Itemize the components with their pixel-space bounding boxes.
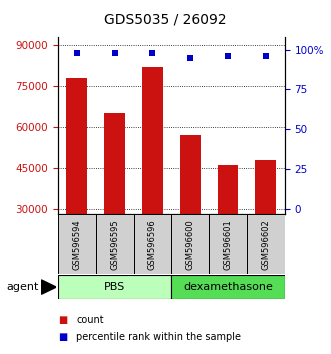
Text: PBS: PBS [104, 282, 125, 292]
Bar [171, 214, 209, 274]
Bar [256, 160, 276, 290]
Bar [217, 165, 238, 290]
Text: agent: agent [7, 282, 39, 292]
Text: percentile rank within the sample: percentile rank within the sample [76, 332, 241, 342]
Bar [247, 214, 285, 274]
Text: ■: ■ [58, 315, 67, 325]
Text: GDS5035 / 26092: GDS5035 / 26092 [104, 12, 227, 27]
Polygon shape [41, 280, 56, 294]
Bar [133, 214, 171, 274]
Text: GSM596596: GSM596596 [148, 219, 157, 270]
Text: count: count [76, 315, 104, 325]
Text: GSM596595: GSM596595 [110, 219, 119, 270]
Text: GSM596600: GSM596600 [186, 219, 195, 270]
Bar [58, 275, 171, 299]
Bar [209, 214, 247, 274]
Bar [104, 113, 125, 290]
Bar [67, 78, 87, 290]
Text: GSM596594: GSM596594 [72, 219, 81, 270]
Bar [142, 67, 163, 290]
Bar [58, 214, 96, 274]
Bar [96, 214, 133, 274]
Text: GSM596601: GSM596601 [223, 219, 232, 270]
Text: GSM596602: GSM596602 [261, 219, 270, 270]
Bar [180, 135, 201, 290]
Text: ■: ■ [58, 332, 67, 342]
Bar [171, 275, 285, 299]
Text: dexamethasone: dexamethasone [183, 282, 273, 292]
